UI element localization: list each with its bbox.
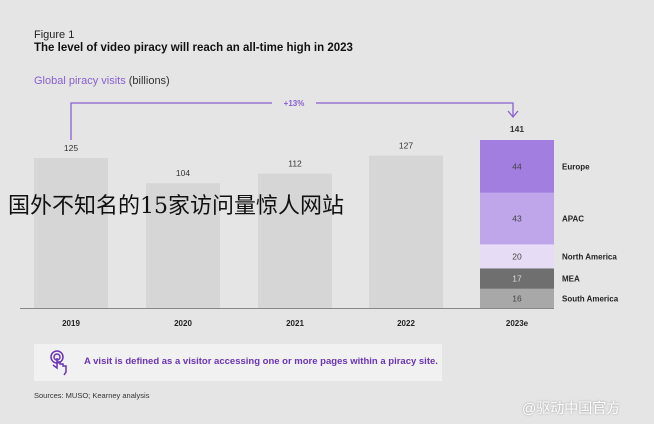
subtitle-unit: (billions) — [128, 75, 170, 87]
watermark: @驱动中国官方 — [522, 400, 621, 416]
bar-2021 — [258, 173, 332, 308]
touch-hand-icon — [50, 350, 67, 376]
chart-subtitle: Global piracy visits (billions) — [34, 75, 170, 87]
segment-south-america — [480, 288, 554, 308]
legend-label: MEA — [562, 275, 580, 284]
total-label: 127 — [399, 141, 413, 151]
source-note: Sources: MUSO; Kearney analysis — [34, 391, 150, 400]
overlay-caption: 国外不知名的15家访问量惊人网站 — [8, 194, 344, 219]
x-tick-label: 2020 — [174, 319, 192, 328]
total-label: 141 — [510, 124, 524, 134]
definition-callout: A visit is defined as a visitor accessin… — [34, 344, 442, 381]
segment-value: 17 — [512, 274, 522, 284]
segment-north-america — [480, 244, 554, 269]
figure-label: Figure 1 — [34, 29, 75, 41]
segment-value: 20 — [512, 251, 522, 261]
x-tick-label: 2023e — [506, 319, 529, 328]
bar-2019 — [34, 158, 108, 308]
x-tick-label: 2022 — [397, 319, 415, 328]
segment-value: 44 — [512, 161, 522, 171]
legend-label: South America — [562, 294, 619, 303]
arrow-head-icon — [507, 110, 519, 119]
total-label: 112 — [288, 159, 302, 169]
chart-title: The level of video piracy will reach an … — [34, 42, 353, 54]
subtitle-measure: Global piracy visits — [34, 75, 126, 87]
total-label: 104 — [176, 168, 190, 178]
bar-2022 — [369, 155, 443, 308]
x-tick-label: 2019 — [62, 319, 80, 328]
legend-label: North America — [562, 252, 617, 261]
legend-label: Europe — [562, 162, 590, 171]
growth-annotation: +13% — [284, 99, 305, 108]
annotation-bg — [272, 97, 316, 109]
bar-2020 — [146, 183, 220, 308]
segment-mea — [480, 268, 554, 289]
callout-text: A visit is defined as a visitor accessin… — [84, 356, 438, 367]
segment-value: 43 — [512, 214, 522, 224]
segment-value: 16 — [512, 293, 522, 303]
x-tick-label: 2021 — [286, 319, 304, 328]
legend-label: APAC — [562, 215, 584, 224]
segment-europe — [480, 140, 554, 193]
total-label: 125 — [64, 143, 78, 153]
segment-apac — [480, 192, 554, 245]
